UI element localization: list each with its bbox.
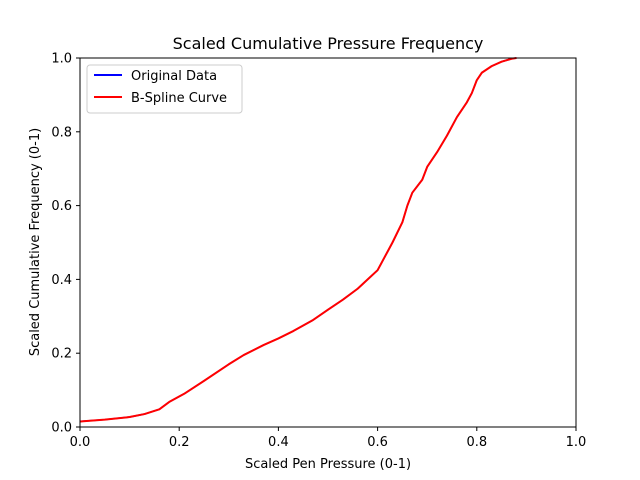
y-tick-label: 0.8 xyxy=(51,125,72,140)
series-line-b-spline-curve xyxy=(79,57,517,423)
x-axis-ticks: 0.0 0.2 0.4 0.6 0.8 1.0 xyxy=(70,427,587,450)
y-tick-label: 0.2 xyxy=(51,347,72,362)
x-tick-label: 0.2 xyxy=(169,435,190,450)
y-axis-label: Scaled Cumulative Frequency (0-1) xyxy=(28,128,43,356)
x-tick-label: 0.4 xyxy=(268,435,289,450)
series-layer xyxy=(79,57,517,423)
x-tick-label: 0.0 xyxy=(70,435,91,450)
legend-label-spline: B-Spline Curve xyxy=(131,91,227,106)
y-tick-label: 0.0 xyxy=(51,421,72,436)
y-axis-ticks: 0.0 0.2 0.4 0.6 0.8 1.0 xyxy=(51,52,80,436)
legend-frame xyxy=(86,64,243,114)
x-tick-label: 0.8 xyxy=(466,435,487,450)
x-tick-label: 0.6 xyxy=(367,435,388,450)
x-axis-label: Scaled Pen Pressure (0-1) xyxy=(245,457,411,472)
chart-title: Scaled Cumulative Pressure Frequency xyxy=(173,34,484,53)
plot-area xyxy=(80,58,576,427)
x-tick-label: 1.0 xyxy=(566,435,587,450)
legend-label-original: Original Data xyxy=(131,69,217,84)
y-tick-label: 0.6 xyxy=(51,199,72,214)
legend: Original Data B-Spline Curve xyxy=(86,64,243,114)
y-tick-label: 0.4 xyxy=(51,273,72,288)
plot-frame xyxy=(79,57,577,428)
y-tick-label: 1.0 xyxy=(51,52,72,67)
